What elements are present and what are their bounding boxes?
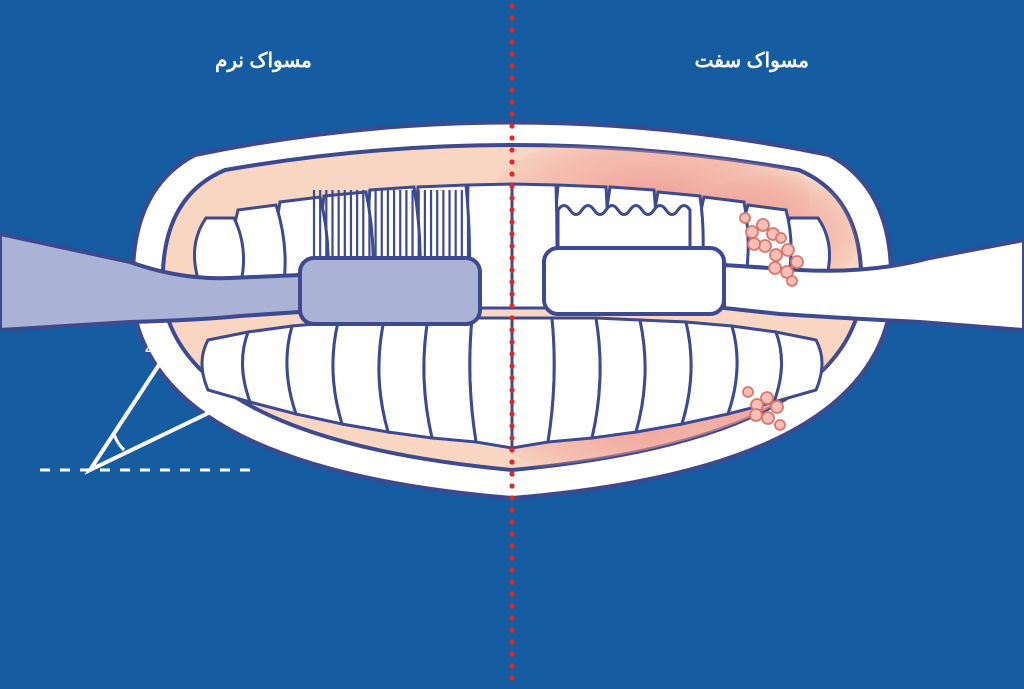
- center-divider: [509, 3, 514, 680]
- angle-arc: [114, 434, 124, 450]
- label-hard-brush: مسواک سفت: [695, 48, 809, 73]
- label-angle-45: 45°: [145, 338, 175, 361]
- diagram-root: مسواک نرم مسواک سفت 45°: [0, 0, 1024, 689]
- hard-brush-head: [544, 248, 724, 314]
- label-soft-brush: مسواک نرم: [215, 48, 312, 73]
- soft-brush-head: [300, 258, 480, 324]
